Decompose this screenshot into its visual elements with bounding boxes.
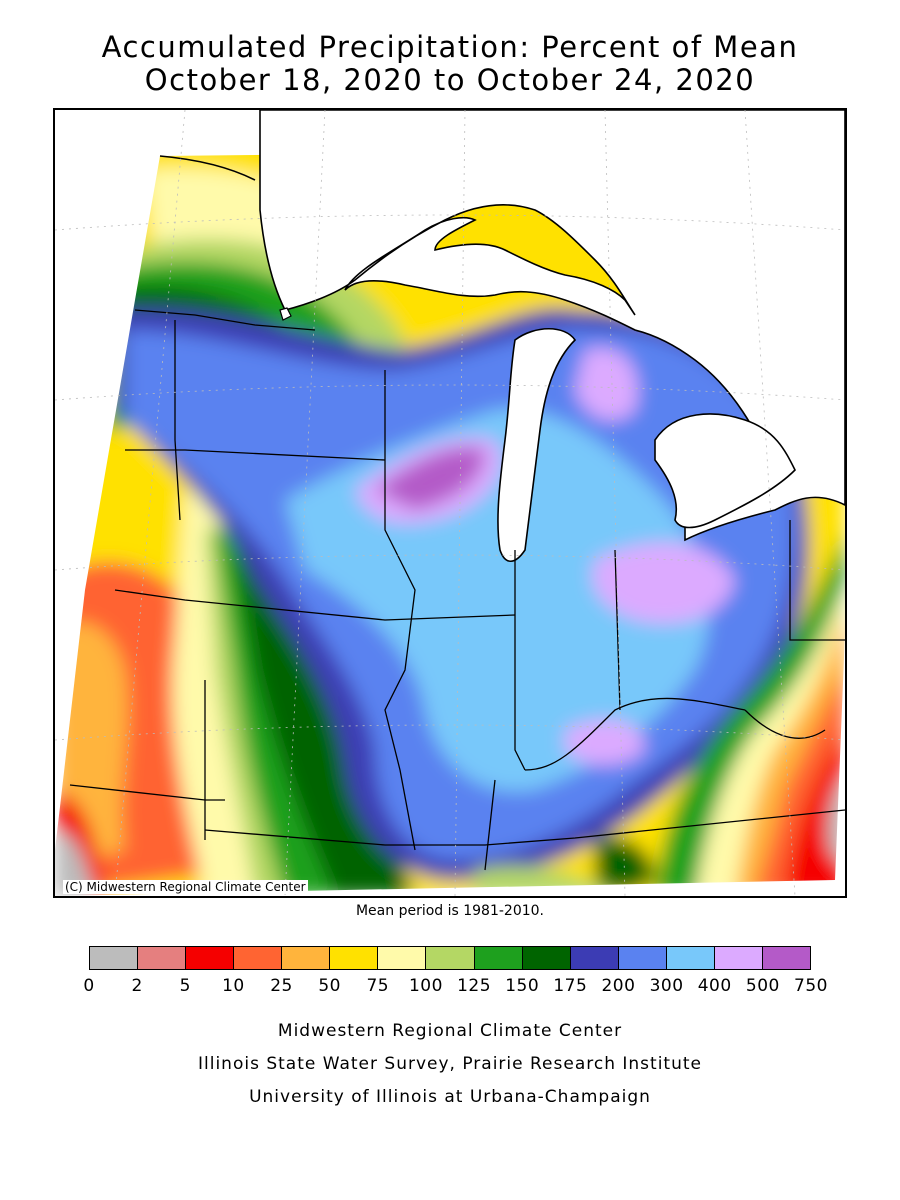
legend-tick-label: 2 — [131, 976, 143, 996]
boundary-ne-ia-mo — [114, 589, 516, 621]
boundary-pa — [789, 520, 845, 641]
legend-swatch — [378, 947, 427, 969]
legend-labels: 0 2 5 10 25 50 75 100 125 150 175 200 300 400 500 750 — [0, 976, 900, 998]
lake-michigan — [497, 328, 577, 563]
state-boundaries — [69, 309, 845, 871]
gridline-lat-3 — [55, 554, 845, 571]
water-and-canada — [159, 110, 845, 563]
legend-swatch — [522, 947, 571, 969]
gridline-lat-1 — [55, 214, 845, 231]
credit-line-2: Illinois State Water Survey, Prairie Res… — [198, 1054, 702, 1074]
boundary-il-in — [514, 550, 526, 771]
shade-purple-west — [375, 447, 485, 510]
copyright-label: (C) Midwestern Regional Climate Center — [63, 880, 308, 894]
legend-tick-label: 150 — [505, 976, 540, 996]
precipitation-map: (C) Midwestern Regional Climate Center — [53, 108, 847, 898]
shade-west-gray — [55, 830, 95, 896]
legend-swatch — [186, 947, 235, 969]
gridline-lat-2 — [55, 384, 845, 401]
legend-swatch — [90, 947, 139, 969]
gridline-lon-3 — [454, 110, 466, 896]
boundary-mississippi — [384, 370, 416, 851]
mean-period-note: Mean period is 1981-2010. — [355, 903, 545, 919]
legend-swatch — [282, 947, 331, 969]
gridline-lon-5 — [744, 110, 796, 896]
boundary-nd-mn — [134, 309, 316, 331]
credit-line-1: Midwestern Regional Climate Center — [277, 1021, 623, 1041]
shade-darkgreen-south — [595, 837, 655, 892]
legend-tick-label: 125 — [457, 976, 492, 996]
gridline-lon-4 — [604, 110, 626, 896]
credit-line-3: University of Illinois at Urbana-Champai… — [249, 1087, 651, 1107]
legend-swatch — [714, 947, 763, 969]
legend-swatch — [762, 947, 810, 969]
gridline-lat-4 — [55, 724, 845, 741]
legend-tick-label: 175 — [553, 976, 588, 996]
shade-lavender-ky — [565, 719, 645, 765]
legend-tick-label: 10 — [222, 976, 245, 996]
boundary-ohio-river — [524, 697, 746, 771]
small-lake — [279, 307, 292, 321]
map-title: Accumulated Precipitation: Percent of Me… — [101, 30, 799, 64]
shade-lavender-mi — [575, 348, 638, 421]
legend-swatch — [426, 947, 475, 969]
border-canada — [159, 155, 256, 181]
gridline-lon-2 — [284, 110, 326, 896]
legend-tick-label: 300 — [649, 976, 684, 996]
lake-erie-huron — [654, 413, 796, 529]
legend-tick-label: 5 — [179, 976, 191, 996]
legend-swatch — [234, 947, 283, 969]
shade-lavender-oh — [592, 542, 735, 624]
map-canvas — [55, 110, 845, 896]
legend-swatch — [570, 947, 619, 969]
legend-tick-label: 25 — [270, 976, 293, 996]
legend-tick-label: 500 — [745, 976, 780, 996]
legend-swatch — [138, 947, 187, 969]
legend-tick-label: 75 — [366, 976, 390, 996]
legend-tick-label: 200 — [601, 976, 636, 996]
legend-tick-label: 0 — [83, 976, 95, 996]
legend-swatch — [666, 947, 715, 969]
map-date-range: October 18, 2020 to October 24, 2020 — [144, 63, 756, 97]
boundary-wv — [744, 709, 826, 739]
legend-tick-label: 400 — [697, 976, 732, 996]
boundary-sd-mn-ia — [125, 449, 386, 461]
legend-swatch — [330, 947, 379, 969]
graticule — [55, 110, 845, 896]
color-legend — [89, 946, 811, 970]
legend-tick-label: 50 — [318, 976, 341, 996]
legend-tick-label: 100 — [408, 976, 443, 996]
boundary-ky-tn — [484, 779, 496, 871]
legend-tick-label: 750 — [794, 976, 828, 996]
boundary-south — [204, 809, 845, 846]
boundary-in-oh — [614, 549, 621, 711]
legend-swatch — [474, 947, 523, 969]
legend-swatch — [618, 947, 667, 969]
boundary-mn-nd — [174, 320, 181, 521]
